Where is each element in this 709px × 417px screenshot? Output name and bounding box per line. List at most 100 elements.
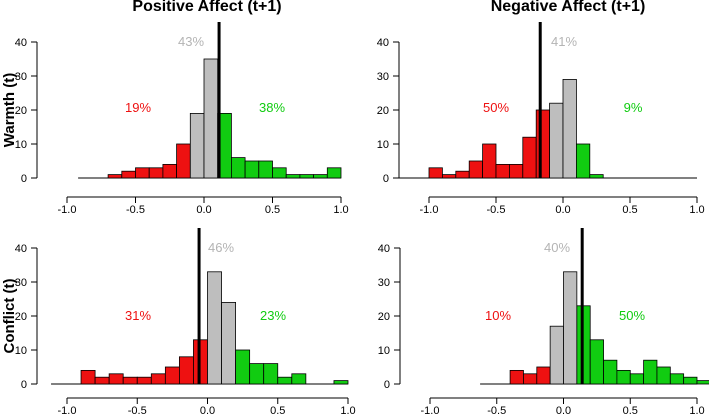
conflict-positive-bar-negative — [164, 366, 180, 385]
warmth-negative-bar-negative — [535, 109, 551, 179]
warmth-negative-bar-negative — [441, 174, 457, 179]
row-title-warmth: Warmth (t) — [1, 73, 18, 147]
conflict-positive-bar-positive — [249, 363, 265, 385]
conflict-positive-bar-negative — [178, 356, 194, 385]
panel-conflict-negative: 0 10 20 30 40 -1.0 -0.5 0.0 0.5 1.0 10% 40% 50% — [378, 228, 709, 417]
warmth-negative-y-tick-label: 30 — [377, 71, 389, 83]
conflict-negative-y-tick-label: 30 — [378, 277, 390, 289]
conflict-positive-bar-neutral — [221, 301, 237, 385]
conflict-negative-bar-positive — [603, 359, 618, 385]
panel-warmth-negative: 0 10 20 30 40 -1.0 -0.5 0.0 0.5 1.0 50% 41% 9% — [377, 22, 705, 216]
row-title-conflict: Conflict (t) — [1, 279, 18, 354]
warmth-positive-bar-neutral — [203, 58, 219, 179]
conflict-negative-y-tick-label: 40 — [378, 243, 390, 255]
conflict-negative-bar-positive — [669, 373, 685, 385]
conflict-positive-y-tick-label: 10 — [15, 345, 27, 357]
warmth-positive-bar-positive — [285, 174, 301, 179]
conflict-negative-x-tick-label: -1.0 — [421, 405, 440, 417]
warmth-positive-percent-positive: 38% — [259, 100, 285, 115]
conflict-negative-bar-neutral — [549, 325, 564, 385]
conflict-positive-bar-negative — [150, 373, 166, 385]
warmth-negative-x-tick-label: 1.0 — [689, 204, 704, 216]
warmth-negative-bar-negative — [522, 136, 537, 179]
warmth-negative-x-tick-label: 0.0 — [555, 204, 570, 216]
warmth-negative-y-tick-label: 40 — [377, 37, 389, 49]
warmth-negative-bar-negative — [495, 163, 510, 179]
warmth-negative-bar-positive — [589, 174, 604, 179]
warmth-negative-percent-neutral: 41% — [551, 34, 577, 49]
conflict-positive-x-tick-label: -0.5 — [128, 405, 147, 417]
warmth-positive-bar-neutral — [189, 113, 205, 179]
conflict-negative-x-tick-label: 1.0 — [689, 405, 704, 417]
column-title-negative-affect: Negative Affect (t+1) — [491, 0, 646, 15]
conflict-negative-bar-positive — [589, 339, 604, 385]
warmth-negative-bar-neutral — [562, 79, 577, 179]
warmth-negative-bar-negative — [468, 160, 484, 179]
warmth-positive-y-tick-label: 0 — [21, 173, 27, 185]
warmth-positive-bar-negative — [162, 163, 177, 179]
warmth-positive-bar-negative — [121, 170, 136, 179]
conflict-positive-bar-negative — [108, 373, 124, 385]
warmth-negative-x-tick-label: 0.5 — [622, 204, 637, 216]
warmth-positive-bar-negative — [135, 167, 150, 179]
warmth-positive-bar-negative — [176, 143, 191, 179]
panel-warmth-positive: 0 10 20 30 40 -1.0 -0.5 0.0 0.5 1.0 19% 43% 38% — [15, 22, 349, 216]
conflict-negative-y-tick-label: 20 — [378, 311, 390, 323]
warmth-positive-bar-positive — [272, 167, 287, 179]
conflict-positive-x-tick-label: 0.0 — [200, 405, 215, 417]
warmth-positive-y-tick-label: 40 — [15, 37, 27, 49]
conflict-positive-bar-positive — [277, 376, 293, 385]
warmth-negative-bar-negative — [428, 167, 443, 179]
conflict-positive-y-tick-label: 40 — [15, 243, 27, 255]
conflict-positive-y-tick-label: 0 — [21, 379, 27, 391]
conflict-positive-bar-negative — [94, 376, 110, 385]
conflict-negative-y-tick-label: 10 — [378, 345, 390, 357]
conflict-negative-bar-positive — [696, 380, 709, 385]
conflict-positive-bar-negative — [122, 376, 138, 385]
conflict-positive-percent-negative: 31% — [125, 308, 151, 323]
conflict-negative-bar-positive — [643, 359, 658, 385]
conflict-positive-x-tick-label: 1.0 — [340, 405, 355, 417]
conflict-negative-percent-negative: 10% — [485, 308, 511, 323]
warmth-negative-x-tick-label: -1.0 — [420, 204, 439, 216]
conflict-positive-bar-positive — [333, 380, 349, 385]
warmth-positive-y-tick-label: 30 — [15, 71, 27, 83]
warmth-positive-x-tick-label: -0.5 — [126, 204, 145, 216]
conflict-negative-x-tick-label: 0.0 — [556, 405, 571, 417]
conflict-negative-bar-positive — [656, 366, 671, 385]
warmth-negative-percent-negative: 50% — [483, 100, 509, 115]
conflict-negative-bar-positive — [616, 369, 631, 385]
conflict-positive-x-tick-label: -1.0 — [58, 405, 77, 417]
conflict-negative-bar-positive — [683, 376, 698, 385]
warmth-positive-bar-positive — [299, 174, 314, 179]
conflict-negative-bar-negative — [536, 366, 551, 385]
conflict-positive-bar-neutral — [207, 271, 222, 385]
warmth-negative-y-tick-label: 10 — [377, 139, 389, 151]
conflict-positive-x-tick-label: 0.5 — [270, 405, 285, 417]
conflict-negative-bar-negative — [523, 373, 538, 385]
warmth-positive-x-tick-label: 1.0 — [333, 204, 348, 216]
conflict-positive-y-tick-label: 20 — [15, 311, 27, 323]
column-title-positive-affect: Positive Affect (t+1) — [132, 0, 281, 15]
warmth-negative-bar-negative — [508, 163, 524, 179]
conflict-negative-y-tick-label: 0 — [384, 379, 390, 391]
warmth-negative-bar-neutral — [549, 102, 564, 179]
warmth-negative-x-tick-label: -0.5 — [487, 204, 506, 216]
conflict-positive-percent-neutral: 46% — [208, 240, 234, 255]
conflict-negative-x-tick-label: -0.5 — [487, 405, 506, 417]
warmth-positive-bar-positive — [326, 167, 342, 179]
warmth-positive-bar-positive — [244, 160, 260, 179]
conflict-positive-percent-positive: 23% — [260, 308, 286, 323]
warmth-positive-bar-positive — [258, 160, 273, 179]
conflict-positive-y-tick-label: 30 — [15, 277, 27, 289]
panel-conflict-positive: 0 10 20 30 40 -1.0 -0.5 0.0 0.5 1.0 31% 46% 23% — [15, 228, 356, 417]
warmth-positive-bar-positive — [230, 157, 246, 179]
warmth-positive-bar-negative — [107, 174, 123, 179]
conflict-negative-percent-neutral: 40% — [544, 240, 570, 255]
warmth-positive-x-tick-label: 0.0 — [196, 204, 211, 216]
warmth-positive-bar-negative — [148, 167, 164, 179]
conflict-positive-bar-positive — [263, 363, 279, 385]
warmth-negative-percent-positive: 9% — [624, 100, 643, 115]
warmth-positive-percent-negative: 19% — [125, 100, 151, 115]
